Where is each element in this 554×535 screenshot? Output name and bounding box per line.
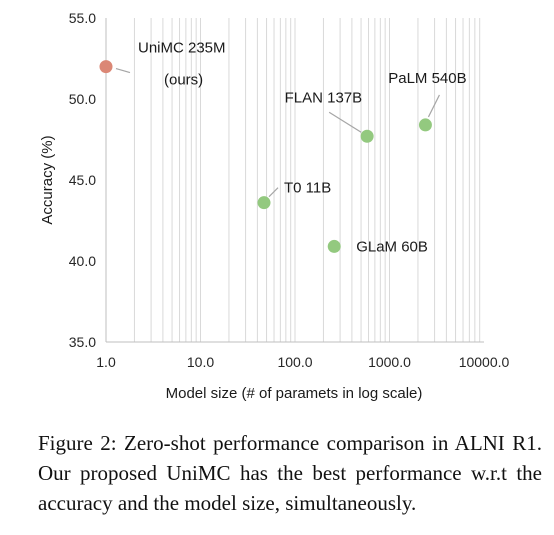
leader-line: [268, 187, 279, 198]
data-point: [360, 129, 374, 143]
point-label: PaLM 540B: [388, 70, 466, 87]
x-tick-label: 1.0: [96, 354, 116, 370]
point-label: T0 11B: [284, 180, 331, 197]
data-point: [418, 118, 432, 132]
y-tick-labels: 35.0 40.0 45.0 50.0 55.0: [69, 10, 96, 350]
x-axis-title: Model size (# of paramets in log scale): [166, 385, 423, 402]
point-sublabel: (ours): [164, 72, 203, 89]
figure-caption: Figure 2: Zero-shot performance comparis…: [38, 431, 542, 515]
data-points: [99, 60, 432, 253]
point-label: UniMC 235M: [138, 40, 226, 57]
x-tick-label: 1000.0: [368, 354, 411, 370]
y-tick-label: 45.0: [69, 172, 96, 188]
leader-line: [427, 94, 440, 118]
data-point: [99, 60, 113, 74]
leader-lines: [115, 68, 440, 198]
scatter-chart: 35.040.045.050.055.0 1.0 10.0 100.0 1000.0 1…: [39, 10, 510, 402]
leader-line: [115, 68, 131, 74]
y-tick-label: 40.0: [69, 253, 96, 269]
y-axis-title: Accuracy (%): [39, 135, 56, 224]
x-tick-label: 10.0: [187, 354, 214, 370]
data-point: [327, 239, 341, 253]
x-tick-label: 10000.0: [459, 354, 510, 370]
point-labels: UniMC 235M (ours) FLAN 137B PaLM 540B T0 11B…: [138, 40, 467, 256]
point-label: GLaM 60B: [356, 238, 428, 255]
y-tick-label: 35.0: [69, 334, 96, 350]
x-tick-label: 100.0: [277, 354, 312, 370]
gridlines: [133, 18, 481, 342]
leader-line: [328, 111, 362, 133]
y-tick-label: 50.0: [69, 91, 96, 107]
x-tick-labels: 1.0 10.0 100.0 1000.0 10000.0: [96, 354, 509, 370]
point-label: FLAN 137B: [285, 89, 363, 106]
data-point: [257, 196, 271, 210]
y-tick-label: 55.0: [69, 10, 96, 26]
